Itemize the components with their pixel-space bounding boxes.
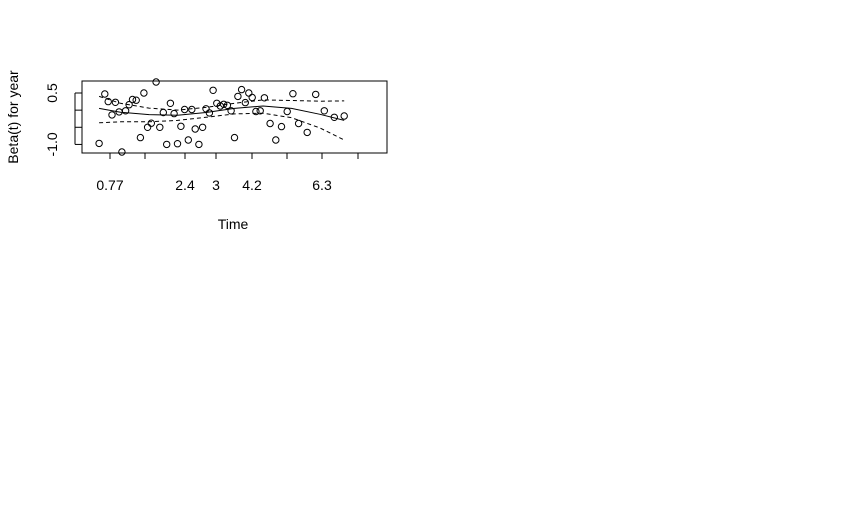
data-point-19 [166, 99, 175, 108]
data-point-26 [191, 125, 199, 133]
data-point-38 [234, 92, 242, 101]
data-point-12 [140, 89, 148, 97]
data-point-24 [184, 136, 193, 144]
data-point-37 [230, 133, 239, 142]
data-point-31 [209, 86, 217, 95]
data-point-46 [266, 119, 274, 128]
data-point-21 [173, 140, 182, 148]
axes: 0.77 2.4 3 4.2 6.3 -1.0 0.5 [44, 83, 359, 193]
data-point-13 [143, 123, 152, 132]
data-point-52 [303, 128, 311, 137]
data-point-56 [340, 112, 348, 120]
x-tick-label-1: 2.4 [175, 177, 195, 193]
data-point-36 [227, 107, 235, 115]
data-point-2 [104, 97, 112, 106]
data-point-50 [289, 90, 297, 98]
data-point-15 [152, 78, 160, 86]
smooth-fit-line [99, 105, 345, 121]
data-point-27 [195, 140, 203, 149]
data-point-16 [156, 123, 164, 132]
data-point-6 [118, 148, 126, 156]
data-point-28 [198, 123, 207, 132]
data-point-54 [320, 107, 328, 115]
data-point-18 [163, 140, 171, 149]
x-tick-label-2: 3 [212, 177, 220, 193]
x-tick-label-3: 4.2 [242, 177, 262, 193]
data-point-11 [136, 133, 145, 142]
data-point-39 [237, 85, 246, 94]
data-point-3 [108, 111, 116, 119]
upper-band-line [98, 95, 345, 111]
data-point-53 [312, 90, 320, 99]
data-point-4 [111, 98, 120, 107]
plot-marks [95, 78, 348, 156]
data-point-47 [272, 136, 280, 144]
y-axis-label: Beta(t) for year [5, 70, 21, 164]
y-tick-label-0: -1.0 [44, 132, 60, 156]
data-point-44 [256, 107, 264, 115]
data-point-14 [147, 119, 156, 127]
data-point-40 [241, 98, 250, 107]
data-point-9 [128, 95, 137, 104]
data-point-51 [294, 119, 303, 128]
y-tick-label-1: 0.5 [44, 83, 60, 103]
plot-frame [81, 80, 388, 154]
data-point-23 [180, 105, 189, 114]
data-point-22 [177, 122, 185, 131]
lower-band-line [99, 112, 345, 141]
x-tick-label-0: 0.77 [96, 177, 123, 193]
x-axis-label: Time [218, 216, 249, 232]
data-point-7 [121, 107, 130, 115]
x-tick-label-4: 6.3 [312, 177, 332, 193]
data-point-1 [101, 90, 109, 98]
data-point-35 [223, 101, 232, 110]
data-point-43 [252, 107, 260, 116]
data-point-45 [260, 94, 269, 102]
data-point-20 [170, 109, 178, 118]
data-point-0 [95, 139, 103, 148]
data-point-48 [277, 122, 286, 131]
data-point-10 [132, 96, 140, 104]
